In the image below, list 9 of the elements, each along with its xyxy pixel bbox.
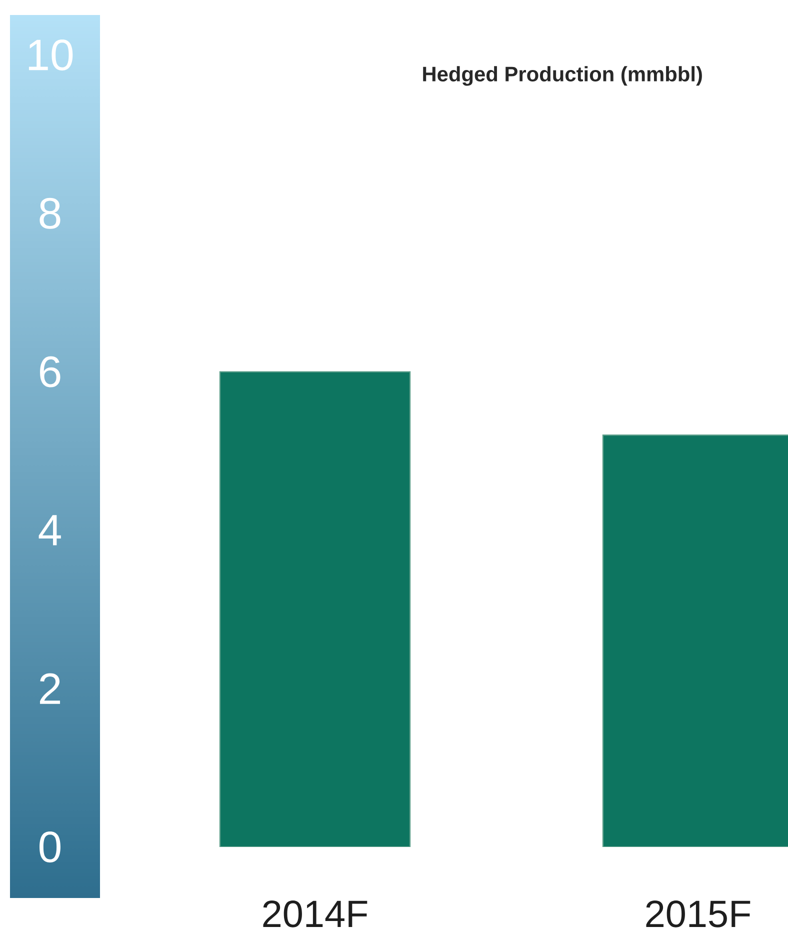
y-tick-label: 4 xyxy=(38,515,61,546)
y-tick-label: 10 xyxy=(28,39,73,70)
y-tick-label: 6 xyxy=(40,356,60,388)
text: Hedged Production (mmbbl) xyxy=(423,66,702,86)
y-tick-label: 2 xyxy=(40,673,60,704)
x-tick-label: 2015F xyxy=(646,900,750,928)
y-tick-label: 0 xyxy=(40,831,60,863)
x-tick-label: 2014F xyxy=(263,900,368,928)
y-tick-label: 8 xyxy=(40,198,60,229)
